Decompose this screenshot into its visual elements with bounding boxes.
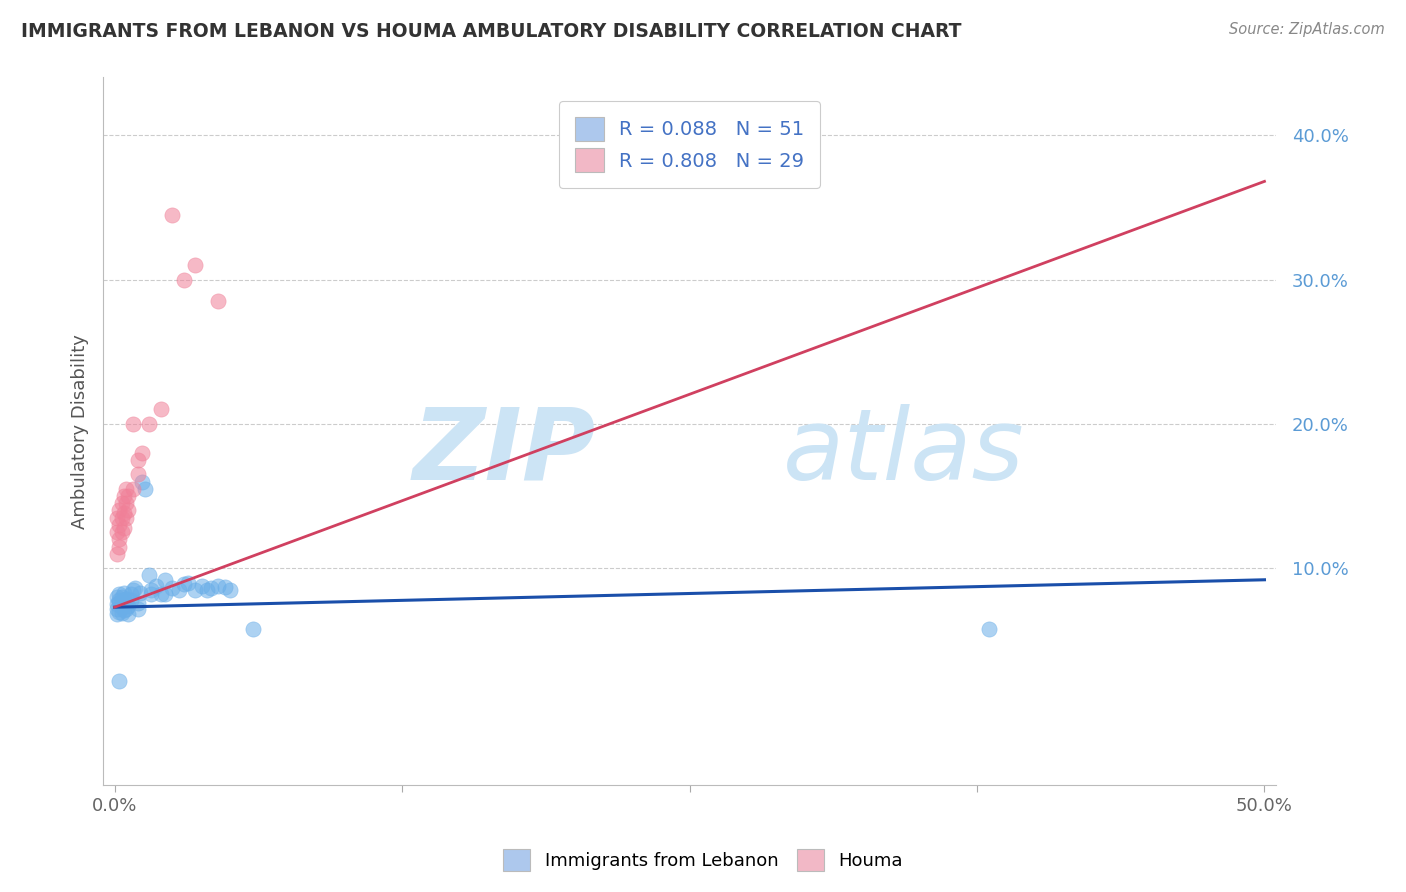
Point	[138, 417, 160, 431]
Point	[105, 590, 128, 604]
Point	[115, 601, 138, 615]
Point	[242, 622, 264, 636]
Point	[120, 593, 142, 607]
Point	[195, 582, 218, 597]
Point	[117, 607, 139, 622]
Point	[160, 208, 183, 222]
Point	[127, 601, 149, 615]
Point	[105, 510, 128, 524]
Point	[105, 601, 128, 615]
Point	[200, 582, 222, 596]
Point	[110, 606, 132, 620]
Point	[112, 489, 135, 503]
Point	[108, 533, 131, 547]
Point	[218, 582, 240, 597]
Point	[214, 580, 236, 594]
Point	[110, 590, 132, 604]
Point	[112, 507, 135, 521]
Point	[112, 521, 135, 535]
Point	[149, 402, 172, 417]
Point	[105, 525, 128, 540]
Text: IMMIGRANTS FROM LEBANON VS HOUMA AMBULATORY DISABILITY CORRELATION CHART: IMMIGRANTS FROM LEBANON VS HOUMA AMBULAT…	[21, 22, 962, 41]
Point	[173, 272, 195, 286]
Point	[184, 258, 207, 272]
Point	[207, 294, 229, 309]
Point	[115, 510, 138, 524]
Point	[105, 597, 128, 611]
Point	[110, 525, 132, 540]
Point	[108, 503, 131, 517]
Point	[160, 582, 183, 596]
Point	[108, 673, 131, 688]
Point	[149, 587, 172, 601]
Point	[173, 577, 195, 591]
Legend: R = 0.088   N = 51, R = 0.808   N = 29: R = 0.088 N = 51, R = 0.808 N = 29	[560, 102, 820, 187]
Point	[177, 575, 200, 590]
Point	[155, 573, 177, 587]
Point	[129, 586, 152, 600]
Point	[131, 475, 153, 489]
Point	[127, 596, 149, 610]
Point	[134, 482, 156, 496]
Point	[108, 593, 131, 607]
Point	[110, 600, 132, 615]
Point	[207, 578, 229, 592]
Point	[110, 496, 132, 510]
Point	[167, 582, 190, 597]
Point	[105, 547, 128, 561]
Point	[138, 568, 160, 582]
Point	[131, 446, 153, 460]
Text: Source: ZipAtlas.com: Source: ZipAtlas.com	[1229, 22, 1385, 37]
Point	[112, 586, 135, 600]
Point	[127, 453, 149, 467]
Point	[117, 599, 139, 613]
Legend: Immigrants from Lebanon, Houma: Immigrants from Lebanon, Houma	[496, 842, 910, 879]
Point	[115, 591, 138, 606]
Point	[108, 587, 131, 601]
Point	[108, 540, 131, 554]
Point	[108, 517, 131, 532]
Point	[141, 587, 163, 601]
Point	[115, 482, 138, 496]
Text: ZIP: ZIP	[413, 404, 596, 500]
Point	[112, 593, 135, 607]
Point	[105, 607, 128, 622]
Point	[122, 482, 145, 496]
Y-axis label: Ambulatory Disability: Ambulatory Disability	[72, 334, 89, 529]
Point	[120, 587, 142, 601]
Point	[145, 578, 167, 592]
Point	[115, 596, 138, 610]
Point	[112, 603, 135, 617]
Point	[108, 605, 131, 619]
Point	[108, 596, 131, 610]
Point	[122, 582, 145, 597]
Point	[124, 582, 146, 596]
Text: atlas: atlas	[783, 404, 1025, 500]
Point	[117, 503, 139, 517]
Point	[155, 587, 177, 601]
Point	[191, 578, 214, 592]
Point	[115, 496, 138, 510]
Point	[122, 417, 145, 431]
Point	[110, 510, 132, 524]
Point	[112, 597, 135, 611]
Point	[977, 622, 1000, 636]
Point	[184, 582, 207, 597]
Point	[127, 467, 149, 482]
Point	[117, 489, 139, 503]
Point	[110, 594, 132, 608]
Point	[141, 582, 163, 597]
